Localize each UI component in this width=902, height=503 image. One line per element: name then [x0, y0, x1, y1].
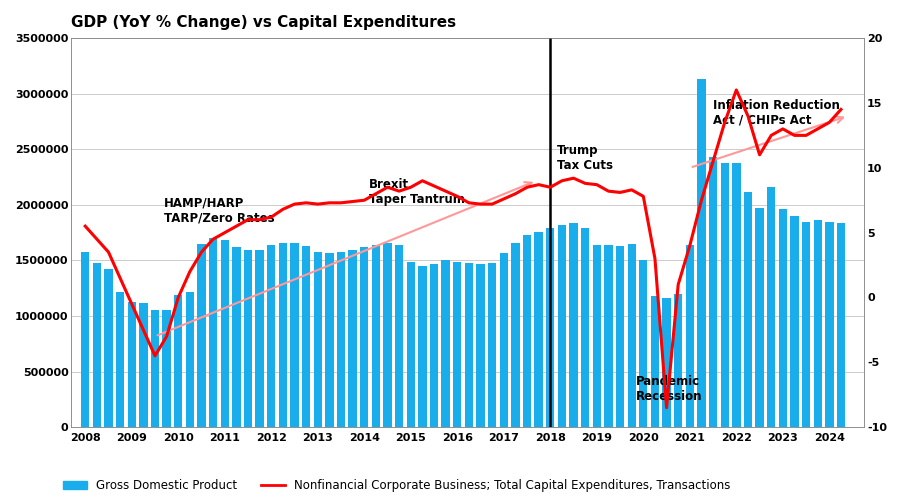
Bar — [81, 252, 89, 427]
Bar — [744, 192, 752, 427]
Bar — [523, 235, 531, 427]
Bar — [279, 242, 287, 427]
Text: Trump
Tax Cuts: Trump Tax Cuts — [557, 144, 613, 172]
Bar — [476, 264, 484, 427]
Bar — [162, 310, 170, 427]
Bar — [290, 242, 299, 427]
Bar — [488, 263, 496, 427]
Bar — [407, 262, 415, 427]
Text: Pandemic
Recession: Pandemic Recession — [636, 375, 703, 403]
Bar — [697, 79, 705, 427]
Bar — [314, 252, 322, 427]
Bar — [348, 250, 357, 427]
Bar — [151, 310, 159, 427]
Bar — [778, 209, 787, 427]
Bar — [662, 298, 671, 427]
Bar — [430, 264, 438, 427]
Bar — [267, 245, 275, 427]
Bar — [546, 228, 555, 427]
Bar — [732, 162, 741, 427]
Bar — [419, 266, 427, 427]
Bar — [441, 261, 450, 427]
Bar — [628, 244, 636, 427]
Bar — [336, 252, 345, 427]
Bar — [209, 238, 217, 427]
Text: GDP (YoY % Change) vs Capital Expenditures: GDP (YoY % Change) vs Capital Expenditur… — [71, 15, 456, 30]
Bar — [650, 296, 659, 427]
Bar — [767, 187, 776, 427]
Bar — [500, 253, 508, 427]
Bar — [790, 216, 798, 427]
Bar — [453, 262, 462, 427]
Bar — [221, 240, 229, 427]
Bar — [674, 294, 683, 427]
Bar — [395, 245, 403, 427]
Text: HAMP/HARP
TARP/Zero Rates: HAMP/HARP TARP/Zero Rates — [164, 196, 275, 224]
Bar — [198, 244, 206, 427]
Bar — [302, 246, 310, 427]
Bar — [244, 250, 253, 427]
Bar — [640, 261, 648, 427]
Bar — [232, 247, 241, 427]
Bar — [511, 242, 520, 427]
Bar — [255, 250, 263, 427]
Text: Inflation Reduction
Act / CHIPs Act: Inflation Reduction Act / CHIPs Act — [713, 99, 840, 127]
Bar — [139, 303, 148, 427]
Bar — [616, 246, 624, 427]
Bar — [686, 245, 694, 427]
Bar — [383, 242, 391, 427]
Bar — [837, 223, 845, 427]
Bar — [326, 253, 334, 427]
Bar — [709, 157, 717, 427]
Bar — [105, 269, 113, 427]
Bar — [581, 228, 589, 427]
Bar — [604, 245, 612, 427]
Bar — [569, 223, 578, 427]
Bar — [721, 162, 729, 427]
Bar — [360, 247, 368, 427]
Bar — [186, 292, 194, 427]
Bar — [557, 225, 566, 427]
Bar — [802, 221, 810, 427]
Bar — [465, 263, 473, 427]
Bar — [127, 302, 136, 427]
Bar — [116, 292, 124, 427]
Text: Brexit
Taper Tantrum: Brexit Taper Tantrum — [369, 178, 465, 206]
Bar — [593, 245, 601, 427]
Legend: Gross Domestic Product, Nonfinancial Corporate Business; Total Capital Expenditu: Gross Domestic Product, Nonfinancial Cor… — [59, 475, 735, 497]
Bar — [372, 245, 380, 427]
Bar — [825, 221, 833, 427]
Bar — [814, 220, 822, 427]
Bar — [755, 208, 764, 427]
Bar — [535, 231, 543, 427]
Bar — [93, 263, 101, 427]
Bar — [174, 295, 182, 427]
